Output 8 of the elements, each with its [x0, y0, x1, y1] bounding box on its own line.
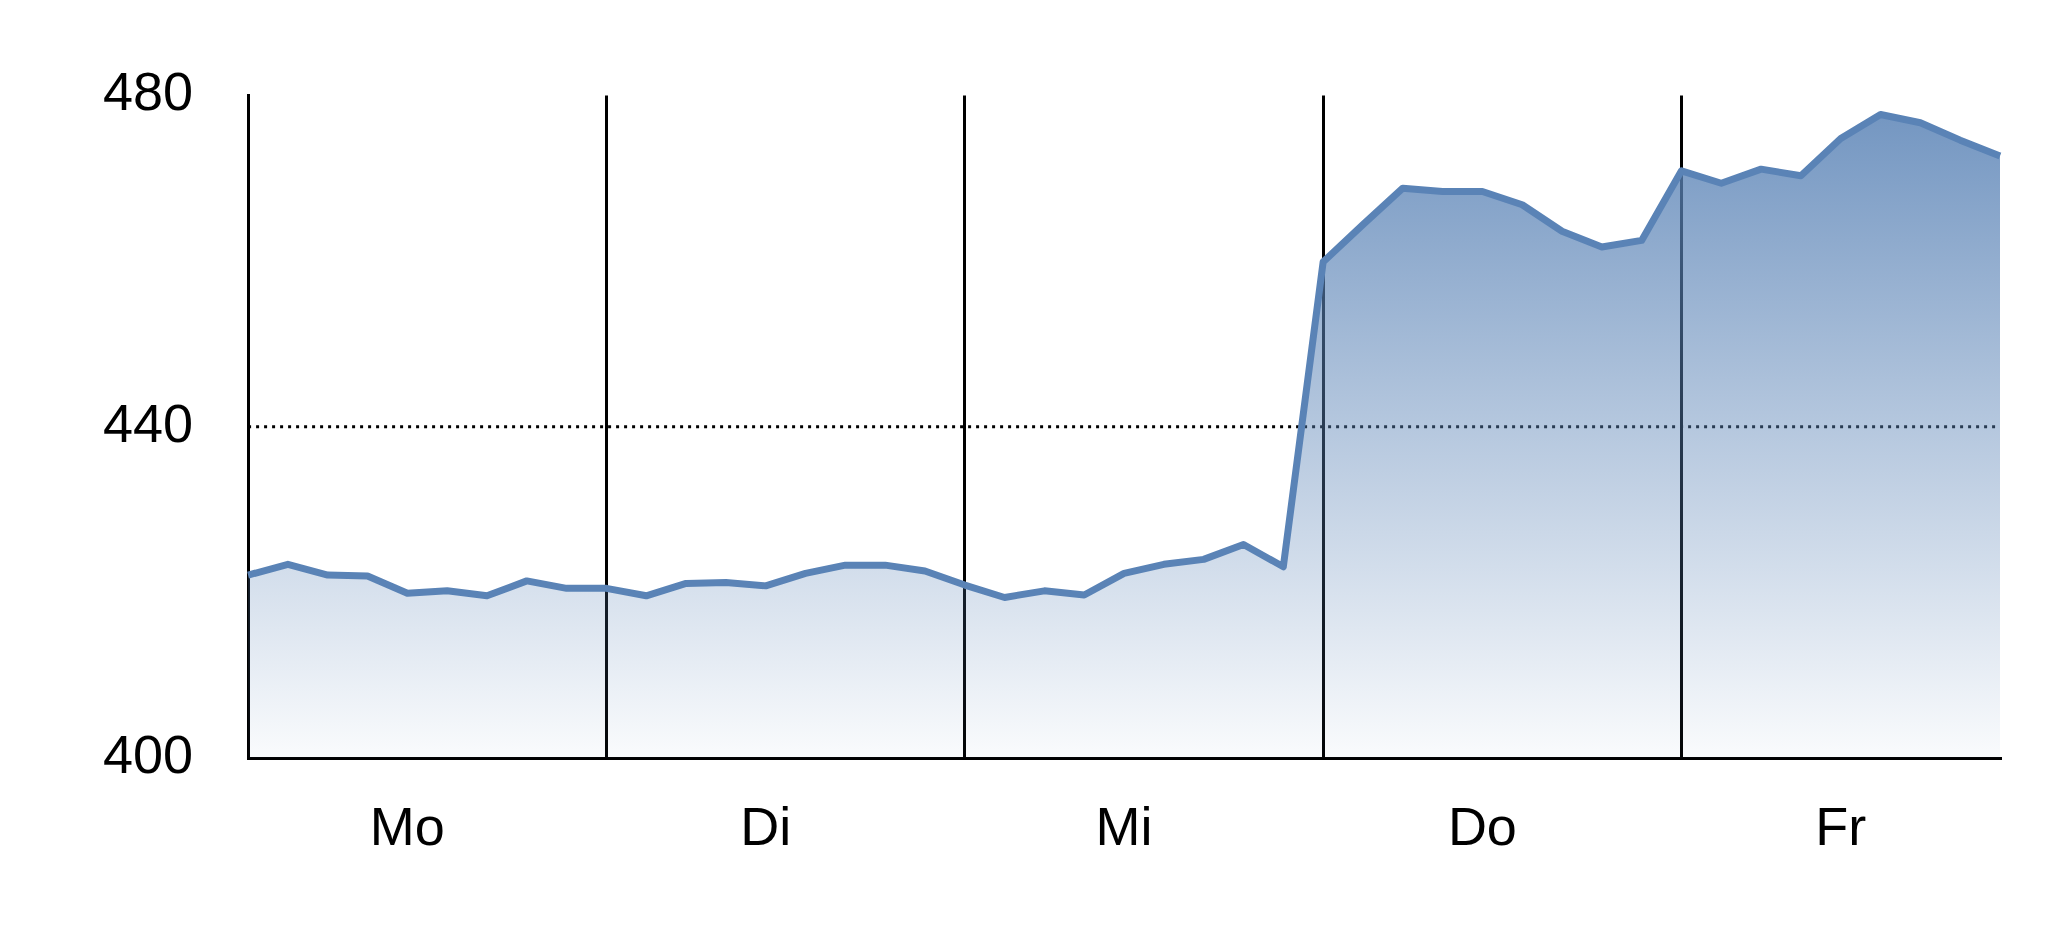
y-tick-label: 440	[102, 392, 194, 453]
x-tick-label: Mo	[369, 796, 445, 857]
x-tick-label: Mi	[1095, 796, 1153, 857]
x-tick-label: Do	[1447, 796, 1517, 857]
y-tick-label: 480	[102, 61, 194, 122]
y-tick-label: 400	[102, 724, 194, 785]
x-tick-label: Fr	[1815, 796, 1867, 857]
x-tick-label: Di	[740, 796, 792, 857]
